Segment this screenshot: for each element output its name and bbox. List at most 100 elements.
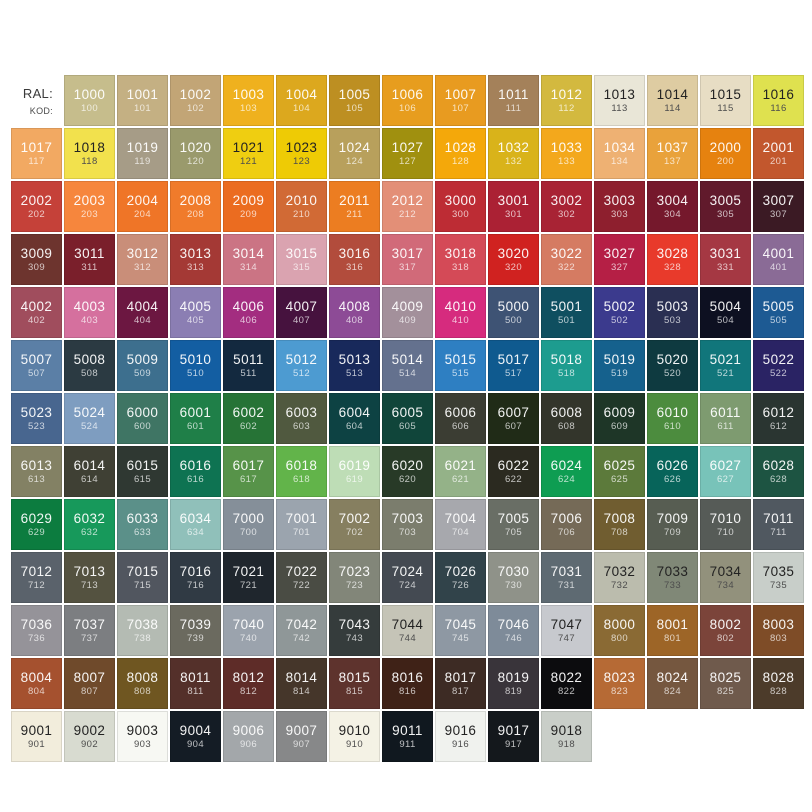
- kod-number: 512: [292, 368, 311, 379]
- swatch-ral-2002: 2002 202: [11, 181, 62, 232]
- swatch-ral-9011: 9011 911: [382, 711, 433, 762]
- ral-number: 7042: [285, 616, 318, 632]
- ral-number: 7013: [73, 563, 106, 579]
- kod-number: 735: [769, 580, 788, 591]
- ral-number: 6011: [710, 404, 741, 420]
- swatch-ral-1018: 1018 118: [64, 128, 115, 179]
- swatch-ral-5001: 5001 501: [541, 287, 592, 338]
- ral-number: 5020: [656, 351, 689, 367]
- kod-number: 605: [398, 421, 417, 432]
- ral-number: 6005: [391, 404, 424, 420]
- ral-number: 7011: [763, 510, 794, 526]
- kod-number: 607: [504, 421, 523, 432]
- kod-number: 800: [610, 633, 629, 644]
- swatch-ral-8023: 8023 823: [594, 658, 645, 709]
- ral-number: 6034: [179, 510, 212, 526]
- ral-number: 2002: [20, 192, 53, 208]
- kod-number: 331: [716, 262, 735, 273]
- swatch-ral-7015: 7015 715: [117, 552, 168, 603]
- swatch-ral-1013: 1013 113: [594, 75, 645, 126]
- ral-number: 3018: [444, 245, 477, 261]
- swatch-ral-4010: 4010 410: [435, 287, 486, 338]
- ral-number: 2011: [339, 192, 370, 208]
- swatch-ral-5005: 5005 505: [753, 287, 804, 338]
- ral-number: 8024: [656, 669, 689, 685]
- swatch-ral-6007: 6007 607: [488, 393, 539, 444]
- kod-number: 706: [557, 527, 576, 538]
- ral-number: 3017: [391, 245, 424, 261]
- kod-number: 747: [557, 633, 576, 644]
- swatch-ral-6016: 6016 616: [170, 446, 221, 497]
- kod-number: 121: [239, 156, 258, 167]
- ral-number: 5013: [338, 351, 371, 367]
- swatch-ral-6002: 6002 602: [223, 393, 274, 444]
- swatch-ral-2011: 2011 211: [329, 181, 380, 232]
- kod-number: 616: [186, 474, 205, 485]
- swatch-ral-8012: 8012 812: [223, 658, 274, 709]
- swatch-ral-1033: 1033 133: [541, 128, 592, 179]
- swatch-ral-6015: 6015 615: [117, 446, 168, 497]
- ral-number: 1017: [20, 139, 53, 155]
- ral-number: 7034: [709, 563, 742, 579]
- ral-number: 3028: [656, 245, 689, 261]
- ral-number: 7015: [126, 563, 159, 579]
- ral-number: 1028: [444, 139, 477, 155]
- kod-number: 711: [770, 527, 787, 538]
- kod-number: 521: [716, 368, 735, 379]
- swatch-ral-8007: 8007 807: [64, 658, 115, 709]
- ral-number: 6025: [603, 457, 636, 473]
- kod-number: 518: [557, 368, 576, 379]
- ral-number: 9018: [550, 722, 583, 738]
- kod-number: 731: [557, 580, 576, 591]
- swatch-ral-6012: 6012 612: [753, 393, 804, 444]
- ral-number: 8004: [20, 669, 53, 685]
- kod-number: 743: [345, 633, 364, 644]
- kod-number: 128: [451, 156, 470, 167]
- ral-number: 3000: [444, 192, 477, 208]
- ral-number: 6026: [656, 457, 689, 473]
- swatch-ral-5015: 5015 515: [435, 340, 486, 391]
- ral-number: 4008: [338, 298, 371, 314]
- ral-number: 5015: [444, 351, 477, 367]
- swatch-ral-1014: 1014 114: [647, 75, 698, 126]
- kod-number: 305: [716, 209, 735, 220]
- ral-number: 1020: [179, 139, 212, 155]
- kod-number: 618: [292, 474, 311, 485]
- kod-number: 503: [663, 315, 682, 326]
- kod-number: 710: [716, 527, 735, 538]
- kod-number: 628: [769, 474, 788, 485]
- kod-number: 103: [239, 103, 258, 114]
- swatch-ral-3027: 3027 327: [594, 234, 645, 285]
- swatch-ral-9001: 9001 901: [11, 711, 62, 762]
- ral-number: 1013: [603, 86, 636, 102]
- swatch-ral-8002: 8002 802: [700, 605, 751, 656]
- swatch-ral-9006: 9006 906: [223, 711, 274, 762]
- swatch-ral-5011: 5011 511: [223, 340, 274, 391]
- kod-number: 632: [80, 527, 99, 538]
- swatch-ral-6032: 6032 632: [64, 499, 115, 550]
- kod-number: 116: [770, 103, 787, 114]
- ral-number: 1032: [497, 139, 530, 155]
- ral-number: 6001: [179, 404, 212, 420]
- kod-number: 127: [398, 156, 417, 167]
- kod-number: 917: [504, 739, 523, 750]
- kod-number: 624: [557, 474, 576, 485]
- kod-number: 802: [716, 633, 735, 644]
- swatch-ral-1028: 1028 128: [435, 128, 486, 179]
- ral-number: 7010: [709, 510, 742, 526]
- ral-number: 6018: [285, 457, 318, 473]
- swatch-ral-5003: 5003 503: [647, 287, 698, 338]
- swatch-ral-7023: 7023 723: [329, 552, 380, 603]
- ral-number: 9003: [126, 722, 159, 738]
- swatch-ral-7047: 7047 747: [541, 605, 592, 656]
- kod-label: KOD:: [29, 105, 53, 116]
- swatch-ral-9018: 9018 918: [541, 711, 592, 762]
- kod-number: 209: [239, 209, 258, 220]
- swatch-ral-7034: 7034 734: [700, 552, 751, 603]
- kod-number: 105: [345, 103, 364, 114]
- kod-number: 744: [398, 633, 417, 644]
- swatch-ral-3018: 3018 318: [435, 234, 486, 285]
- swatch-ral-6026: 6026 626: [647, 446, 698, 497]
- ral-number: 9004: [179, 722, 212, 738]
- swatch-ral-3017: 3017 317: [382, 234, 433, 285]
